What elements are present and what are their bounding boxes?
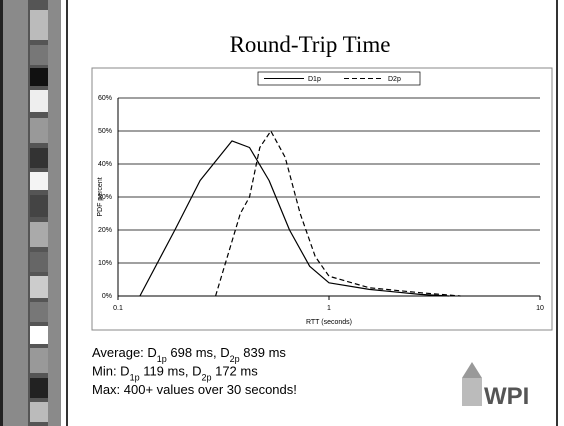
note-text: Average: D <box>92 345 157 360</box>
x-tick-label: 10 <box>536 305 544 312</box>
chart-frame <box>91 67 553 331</box>
series-line <box>214 130 461 297</box>
subscript: 1p <box>157 354 167 364</box>
y-tick-label: 10% <box>98 260 112 267</box>
x-axis-label: RTT (seconds) <box>306 319 352 326</box>
legend: D1p D2p <box>257 71 421 86</box>
y-axis-label: PDF percent <box>97 177 104 216</box>
note-text: 698 ms, D <box>167 345 230 360</box>
chart: 0% 10% 20% 30% 40% 50% 60% 0.1 1 10 RTT (seconds) P… <box>97 71 544 326</box>
legend-label: D1p <box>308 76 321 83</box>
logo: WPI <box>462 362 529 410</box>
subscript: 2p <box>230 354 240 364</box>
note-text: Max: 400+ values over 30 seconds! <box>92 382 297 397</box>
note-text: 172 ms <box>211 364 258 379</box>
y-tick-label: 0% <box>102 293 112 300</box>
subscript: 1p <box>130 373 140 383</box>
y-tick-label: 50% <box>98 128 112 135</box>
note-text: Min: D <box>92 364 130 379</box>
note-text: 839 ms <box>240 345 287 360</box>
note-line: Min: D1p 119 ms, D2p 172 ms <box>92 364 258 383</box>
series-line <box>139 140 449 297</box>
y-tick-label: 40% <box>98 161 112 168</box>
subscript: 2p <box>201 373 211 383</box>
note-line: Average: D1p 698 ms, D2p 839 ms <box>92 345 286 364</box>
y-tick-label: 20% <box>98 227 112 234</box>
legend-label: D2p <box>388 76 401 83</box>
x-tick-label: 0.1 <box>113 305 123 312</box>
y-tick-label: 30% <box>98 194 112 201</box>
logo-text: WPI <box>484 383 529 410</box>
slide-title: Round-Trip Time <box>230 32 391 57</box>
note-text: 119 ms, D <box>140 364 202 379</box>
x-tick-label: 1 <box>327 305 331 312</box>
legend-box <box>257 71 421 86</box>
y-tick-label: 60% <box>98 95 112 102</box>
note-line: Max: 400+ values over 30 seconds! <box>92 382 297 397</box>
